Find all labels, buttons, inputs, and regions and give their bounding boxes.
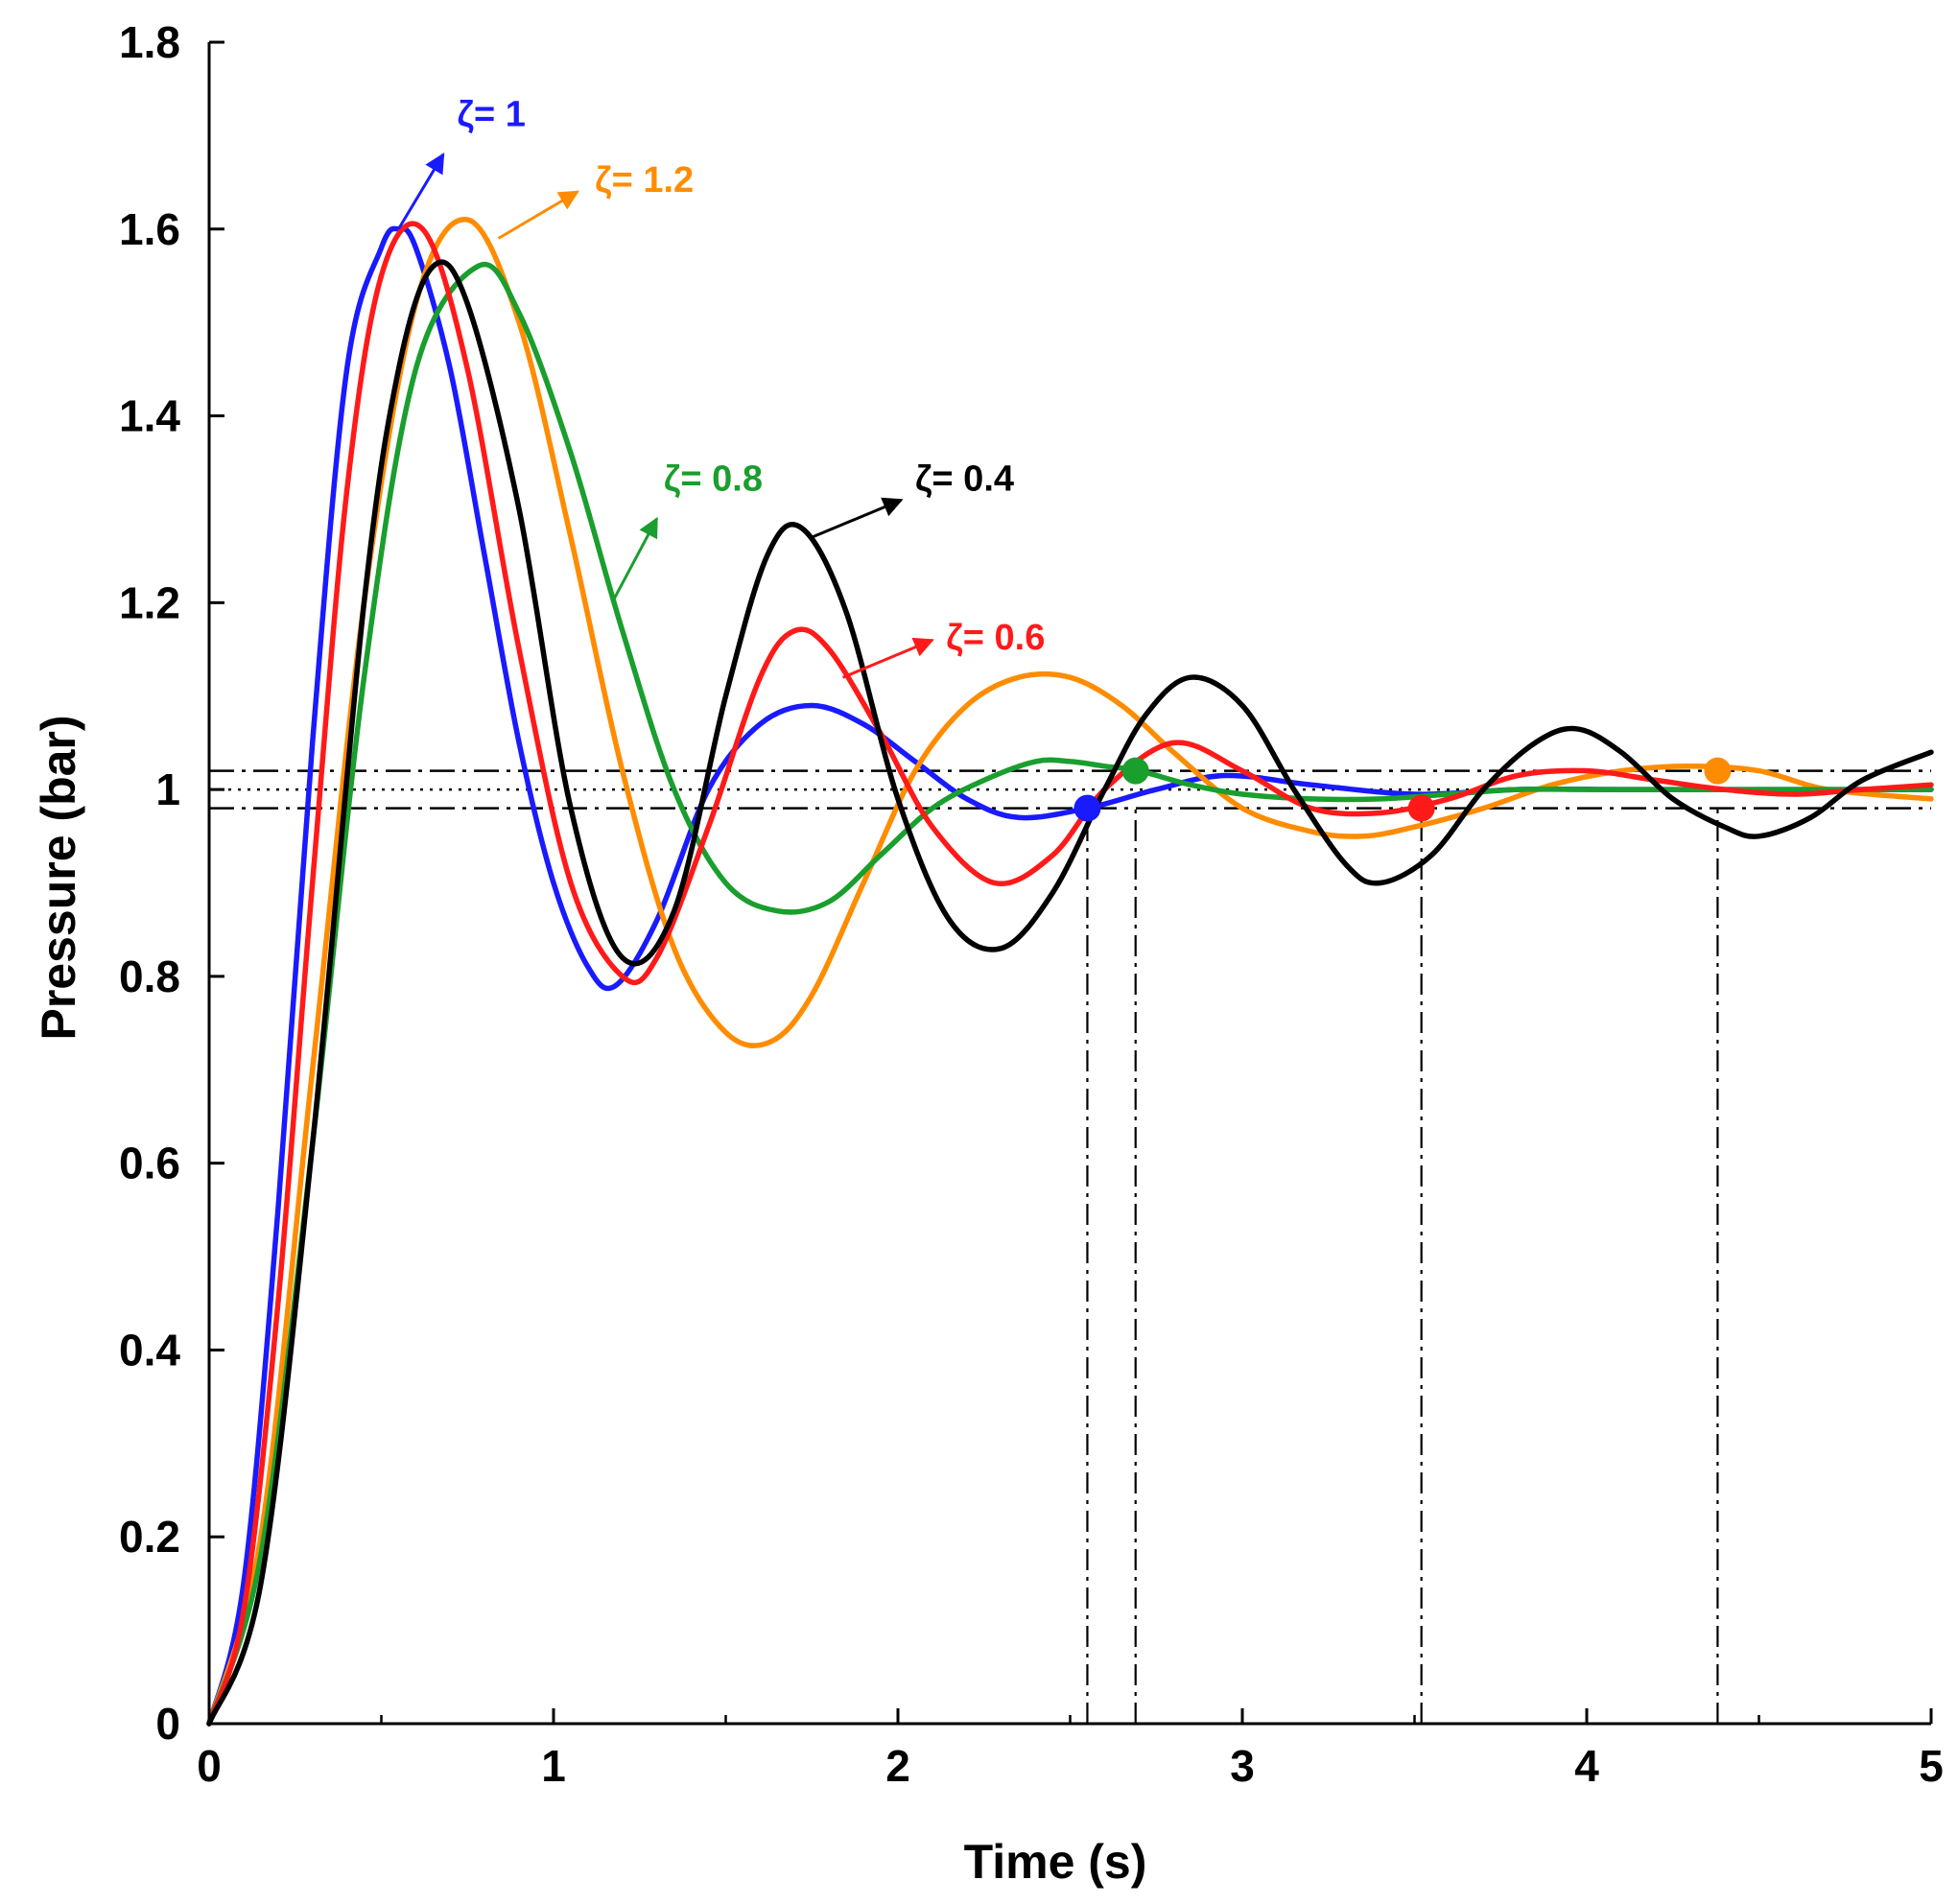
y-tick-label-9: 1.8 [119,17,180,67]
annotation-label-3: ζ= 0.4 [915,458,1014,499]
y-tick-label-2: 0.4 [119,1325,180,1375]
x-tick-label-1: 1 [541,1741,566,1791]
series-line-0 [206,225,1934,1727]
y-tick-label-7: 1.4 [119,391,180,441]
x-tick-label-4: 4 [1574,1741,1599,1791]
axes: 0 0.2 0.4 0.6 0.8 1 1.2 1.4 1.6 1.8 0 1 2 3 4 5 [119,17,1944,1791]
annotations: ζ= 1 ζ= 1.2 ζ= 0.8 ζ= 0.4 ζ= 0.6 [397,95,1045,679]
x-tick-label-0: 0 [197,1741,222,1791]
settling-point-3 [1704,757,1732,785]
annotation-label-4: ζ= 0.6 [946,618,1045,658]
y-tick-label-6: 1.2 [119,577,180,627]
settling-point-1 [1121,757,1149,785]
y-tick-label-8: 1.6 [119,204,180,254]
annotation-label-2: ζ= 0.8 [664,458,763,499]
series-layer [206,217,1934,1727]
x-axis-title: Time (s) [964,1835,1147,1889]
y-tick-label-3: 0.6 [119,1139,180,1188]
annotation-arrow-2 [610,516,659,604]
y-tick-label-1: 0.2 [119,1512,180,1562]
settling-points [1073,757,1732,822]
series-line-2 [206,262,1934,1727]
annotation-arrow-1 [497,190,579,240]
x-tick-label-3: 3 [1230,1741,1255,1791]
series-line-4 [206,259,1934,1727]
annotation-arrow-4 [841,637,934,679]
x-tick-label-2: 2 [885,1741,910,1791]
annotation-arrow-0 [397,153,445,230]
y-tick-label-5: 1 [155,764,180,814]
y-axis-title: Pressure (bar) [32,715,85,1040]
x-tick-label-5: 5 [1919,1741,1944,1791]
annotation-arrow-3 [811,497,904,539]
reference-lines [209,769,1931,1724]
annotation-label-1: ζ= 1.2 [595,160,694,200]
settling-point-2 [1407,794,1435,822]
y-tick-label-4: 0.8 [119,952,180,1001]
settling-point-0 [1073,794,1101,822]
series-line-3 [206,221,1934,1727]
annotation-label-0: ζ= 1 [457,95,525,135]
y-tick-label-0: 0 [155,1699,180,1749]
